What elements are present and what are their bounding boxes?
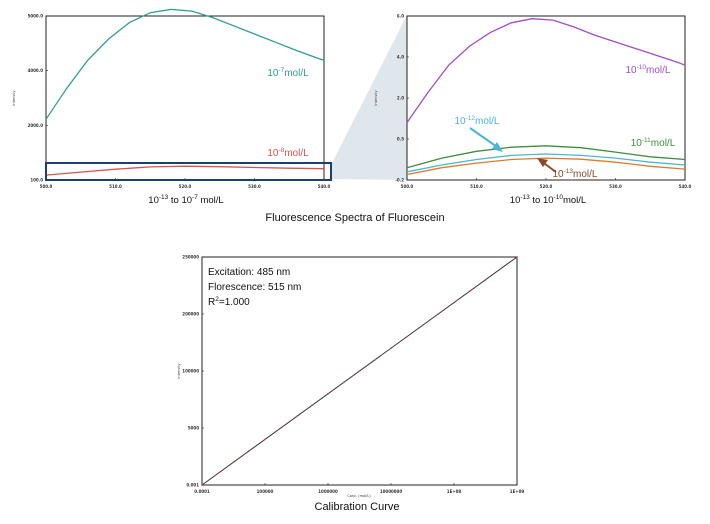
label-1e-7: 10-7mol/L [267, 67, 309, 79]
x-tick-label: 530.0 [248, 184, 261, 189]
right-plot-series [406, 18, 686, 176]
x-tick-label: 1E+08 [447, 489, 462, 494]
zoom-highlight-box [45, 162, 332, 181]
x-tick-label: 540.0 [318, 184, 331, 189]
right-plot-ylabel: Intensity [374, 90, 378, 105]
data-point [500, 267, 503, 270]
data-point [453, 301, 455, 304]
arrow-1e-13-head [537, 158, 548, 167]
data-point [484, 278, 487, 281]
y-tick-label: 2.0 [397, 96, 404, 101]
left-plot-caption: 10-13 to 10-7 mol/L [148, 194, 223, 206]
y-tick-label: 100.0 [30, 178, 43, 183]
series-line [406, 18, 686, 123]
x-tick-label: 0.0001 [194, 489, 210, 494]
series-line [45, 165, 325, 176]
data-point [216, 472, 219, 475]
data-point [201, 484, 203, 486]
y-tick-label: 4000.0 [28, 68, 44, 73]
x-tick-label: 500.0 [40, 184, 53, 189]
y-tick-label: 4.0 [397, 55, 404, 60]
y-tick-label: 5000.0 [28, 14, 44, 19]
right-plot-caption: 10-13 to 10-10mol/L [510, 194, 586, 206]
data-point [390, 347, 392, 350]
data-point [516, 256, 518, 258]
left-plot-ylabel: Intensity [12, 90, 16, 105]
data-point [248, 449, 251, 452]
data-point [358, 370, 361, 372]
series-line [406, 157, 686, 176]
x-tick-label: 100000 [257, 489, 274, 494]
figure-title: Fluorescence Spectra of Fluorescein [265, 212, 444, 224]
left-plot-frame [45, 15, 325, 181]
y-tick-label: 5000 [188, 426, 199, 431]
y-tick-label: 200000 [182, 312, 199, 317]
x-tick-label: 520.0 [540, 184, 553, 189]
data-point [264, 438, 266, 441]
excitation-note: Excitation: 485 nm [208, 267, 290, 278]
r-squared-note: R2=1.000 [208, 296, 250, 308]
arrow-1e-12-head [492, 142, 503, 152]
data-point [232, 461, 235, 464]
x-tick-label: 510.0 [470, 184, 483, 189]
zoom-wedge [331, 15, 407, 180]
label-1e-11: 10-11mol/L [631, 137, 676, 149]
x-tick-label: 1000000 [318, 489, 338, 494]
y-tick-label: 100000 [182, 369, 199, 374]
data-point [311, 404, 314, 407]
y-tick-label: 250000 [182, 255, 199, 260]
calibration-ticks: 0.0001 100000 1000000 10000000 1E+08 1E+09 250… [182, 255, 524, 495]
y-tick-label: 2000.0 [28, 123, 44, 128]
x-tick-label: 520.0 [179, 184, 192, 189]
data-point [342, 381, 345, 384]
x-tick-label: 1E+09 [510, 489, 525, 494]
x-tick-label: 540.0 [679, 184, 692, 189]
right-spectrum-plot: 500.0 510.0 520.0 530.0 540.0 6.0 4.0 2.0 0.5 -0.… [374, 14, 692, 207]
y-tick-label: 0.5 [397, 137, 404, 142]
calibration-title: Calibration Curve [315, 501, 400, 513]
label-1e-10: 10-10mol/L [626, 64, 671, 76]
series-line [406, 153, 686, 173]
data-point [468, 290, 471, 293]
series-line [45, 8, 325, 120]
data-point [437, 313, 440, 315]
calibration-series [201, 256, 518, 486]
label-1e-8: 10-8mol/L [267, 147, 309, 159]
data-point [295, 415, 298, 418]
label-1e-12: 10-12mol/L [455, 115, 500, 127]
x-tick-label: 500.0 [401, 184, 414, 189]
fluorescence-note: Florescence: 515 nm [208, 282, 301, 293]
data-point [279, 427, 282, 429]
calibration-ylabel: Intensity [177, 363, 181, 378]
calibration-xlabel: Conc. (mol/L) [347, 494, 371, 498]
x-tick-label: 510.0 [109, 184, 122, 189]
left-spectrum-plot: 500.0 510.0 520.0 530.0 540.0 5000.0 4000.0 200… [12, 8, 332, 206]
data-point [374, 358, 377, 361]
left-plot-series [45, 8, 325, 176]
right-plot-ticks: 500.0 510.0 520.0 530.0 540.0 6.0 4.0 2.0 0.5 -0.… [395, 14, 691, 190]
x-tick-label: 530.0 [609, 184, 622, 189]
series-line [406, 145, 686, 169]
label-1e-13: 10-13mol/L [553, 168, 598, 180]
calibration-plot: 0.0001 100000 1000000 10000000 1E+08 1E+09 250… [177, 255, 524, 514]
data-point [421, 324, 424, 327]
y-tick-label: -0.2 [395, 178, 404, 183]
y-tick-label: 6.0 [397, 14, 404, 19]
data-point [327, 392, 329, 395]
y-tick-label: 0.001 [186, 483, 199, 488]
data-point [405, 335, 408, 338]
x-tick-label: 10000000 [380, 489, 402, 494]
